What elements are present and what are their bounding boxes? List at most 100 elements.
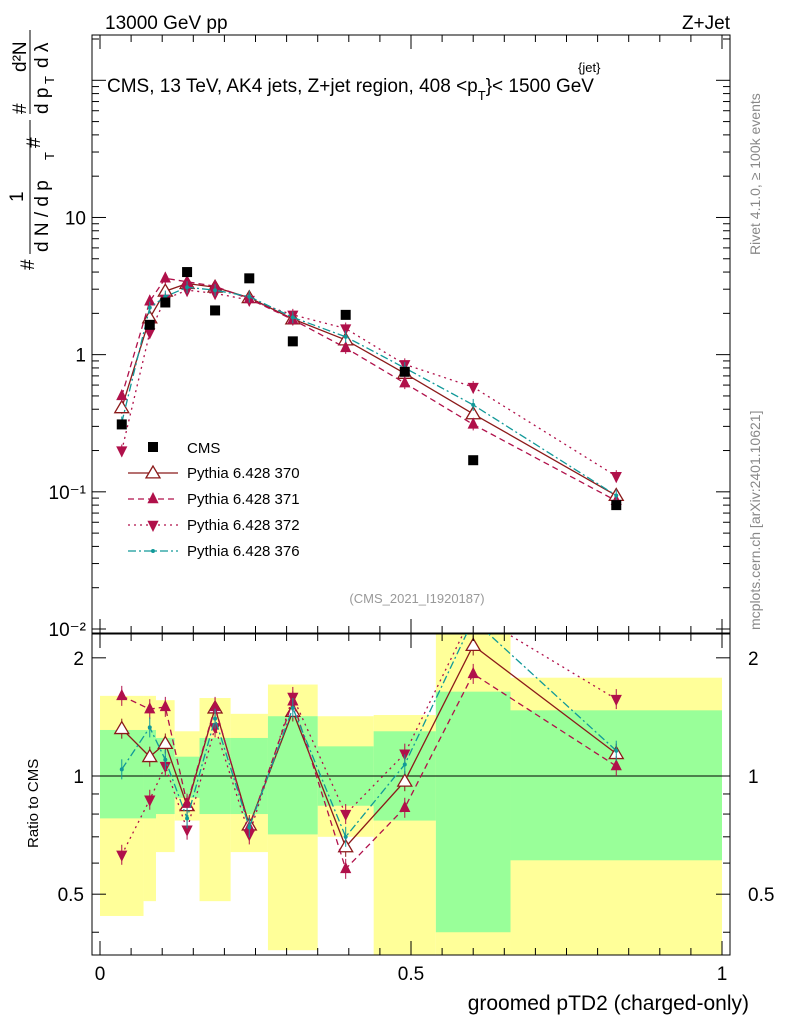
series-line-3 bbox=[121, 286, 617, 497]
ylabel-dN: d N / d p bbox=[32, 180, 53, 252]
series-point-1-8 bbox=[399, 376, 411, 388]
x-tick-label-2: 1 bbox=[717, 964, 728, 985]
y-axis-label: # 1 d N / d p T # d²N # d p T d λ bbox=[7, 30, 57, 270]
main-plot-series bbox=[113, 267, 625, 511]
ratio-point-2-9 bbox=[468, 609, 479, 620]
ratio-point-1-0 bbox=[116, 688, 128, 701]
ratio-tick-label-right-0: 0.5 bbox=[748, 885, 774, 906]
header-right-text: Z+Jet bbox=[682, 13, 731, 34]
cms-data-point-7 bbox=[340, 309, 351, 320]
ylabel-dpT: d p bbox=[32, 88, 53, 114]
ylabel-hash2: # bbox=[24, 137, 45, 148]
series-point-3-5 bbox=[247, 294, 252, 299]
y-tick-label-1: 10⁻¹ bbox=[49, 483, 87, 504]
ratio-point-0-0 bbox=[113, 720, 130, 735]
cms-data-point-6 bbox=[287, 336, 298, 347]
ratio-point-3-8 bbox=[402, 762, 407, 767]
rivet-version-text: Rivet 4.1.0, ≥ 100k events bbox=[747, 93, 763, 255]
ratio-point-3-7 bbox=[343, 834, 348, 839]
legend-label-cms: CMS bbox=[187, 440, 220, 457]
cms-data-point-10 bbox=[611, 500, 622, 511]
ratio-point-3-10 bbox=[614, 748, 619, 753]
legend-label-3: Pythia 6.428 376 bbox=[187, 543, 300, 560]
ratio-point-0-9 bbox=[465, 637, 482, 652]
plot-title-main: CMS, 13 TeV, AK4 jets, Z+jet region, 408… bbox=[107, 76, 478, 97]
series-line-0 bbox=[121, 282, 617, 497]
series-point-2-9 bbox=[467, 382, 479, 395]
ratio-uncertainty-bands bbox=[100, 634, 722, 955]
ratio-point-1-4 bbox=[209, 699, 221, 712]
ylabel-hash1: # bbox=[18, 259, 39, 270]
cms-data-point-1 bbox=[144, 319, 155, 330]
ylabel-d2N: d²N bbox=[10, 41, 31, 72]
ratio-y-axis-label: Ratio to CMS bbox=[25, 759, 42, 848]
ratio-point-2-10 bbox=[610, 694, 622, 707]
ylabel-hash3: # bbox=[10, 103, 31, 114]
series-point-2-7 bbox=[340, 324, 352, 336]
cms-data-point-2 bbox=[160, 297, 171, 308]
ratio-tick-label-left-0: 0.5 bbox=[58, 885, 84, 906]
ratio-tick-label-right-1: 1 bbox=[748, 767, 759, 788]
y-tick-label-3: 10 bbox=[65, 208, 86, 229]
plot-title-tail: }< 1500 GeV bbox=[486, 76, 595, 97]
series-point-3-3 bbox=[185, 285, 190, 290]
ratio-point-3-2 bbox=[163, 757, 168, 762]
legend-marker-2 bbox=[147, 520, 159, 532]
plot-title-sup: {jet} bbox=[578, 60, 601, 75]
series-point-3-9 bbox=[471, 402, 476, 407]
series-point-1-0 bbox=[116, 388, 128, 401]
series-point-2-1 bbox=[144, 328, 156, 340]
x-tick-label-1: 0.5 bbox=[398, 964, 424, 985]
ratio-point-1-2 bbox=[159, 699, 171, 712]
series-point-3-6 bbox=[290, 315, 295, 320]
series-point-2-10 bbox=[610, 471, 622, 484]
series-point-1-9 bbox=[467, 417, 479, 429]
x-tick-label-0: 0 bbox=[95, 964, 106, 985]
ylabel-dl: d λ bbox=[32, 42, 53, 68]
ratio-point-3-1 bbox=[147, 725, 152, 730]
series-point-1-3 bbox=[181, 274, 193, 286]
band-green-6 bbox=[267, 716, 318, 835]
ratio-point-3-6 bbox=[290, 706, 295, 711]
plot-title: CMS, 13 TeV, AK4 jets, Z+jet region, 408… bbox=[107, 76, 594, 103]
series-point-3-7 bbox=[343, 334, 348, 339]
x-axis-label: groomed pTD2 (charged-only) bbox=[468, 992, 749, 1015]
ratio-point-2-1 bbox=[144, 795, 156, 807]
series-point-3-4 bbox=[213, 288, 218, 293]
series-point-1-1 bbox=[144, 294, 156, 306]
ratio-tick-label-left-2: 2 bbox=[73, 649, 84, 670]
series-point-3-10 bbox=[614, 493, 619, 498]
ratio-tick-label-left-1: 1 bbox=[73, 767, 84, 788]
header-left-text: 13000 GeV pp bbox=[105, 13, 228, 34]
cms-data-point-9 bbox=[468, 455, 479, 466]
cms-data-point-5 bbox=[244, 273, 255, 284]
y-tick-label-0: 10⁻² bbox=[49, 620, 87, 641]
ratio-point-3-9 bbox=[471, 618, 475, 622]
ratio-point-1-1 bbox=[144, 702, 156, 714]
legend-label-0: Pythia 6.428 370 bbox=[187, 465, 300, 482]
legend-marker-0 bbox=[144, 464, 162, 479]
series-point-3-1 bbox=[147, 305, 152, 310]
cms-data-point-3 bbox=[182, 267, 193, 278]
series-point-1-2 bbox=[159, 271, 171, 283]
ratio-point-1-8 bbox=[399, 800, 411, 812]
ratio-point-0-8 bbox=[396, 772, 413, 787]
ratio-point-2-7 bbox=[340, 809, 352, 822]
axis-ticks: 0 0.5 1 10⁻² 10⁻¹ 1 10 0.5 0.5 1 1 2 2 bbox=[49, 35, 774, 985]
legend: CMS Pythia 6.428 370 Pythia 6.428 371 Pyth… bbox=[128, 440, 300, 560]
ratio-point-3-0 bbox=[119, 767, 124, 772]
band-green-9 bbox=[435, 691, 511, 933]
ratio-plot-series bbox=[113, 609, 625, 879]
ratio-point-2-3 bbox=[181, 825, 193, 837]
legend-marker-1 bbox=[147, 492, 159, 504]
legend-label-2: Pythia 6.428 372 bbox=[187, 517, 300, 534]
ratio-tick-label-right-2: 2 bbox=[748, 649, 759, 670]
ratio-point-0-2 bbox=[157, 735, 174, 750]
plot-title-sub: T bbox=[478, 88, 486, 103]
legend-label-1: Pythia 6.428 371 bbox=[187, 491, 300, 508]
ylabel-T2: T bbox=[42, 76, 57, 84]
ratio-point-1-3 bbox=[181, 796, 193, 808]
ratio-point-3-3 bbox=[185, 816, 190, 821]
ratio-point-1-7 bbox=[340, 861, 352, 874]
series-point-2-0 bbox=[116, 446, 128, 458]
